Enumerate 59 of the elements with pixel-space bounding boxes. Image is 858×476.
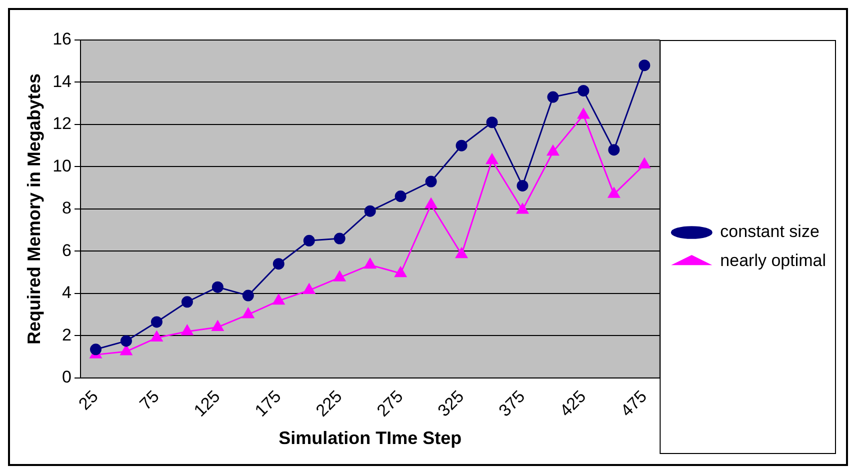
y-tick-label: 10 bbox=[52, 156, 72, 176]
point bbox=[516, 180, 528, 192]
point bbox=[638, 60, 650, 72]
x-tick-label: 325 bbox=[434, 386, 468, 420]
x-tick-label: 425 bbox=[556, 386, 590, 420]
x-axis-title: Simulation TIme Step bbox=[278, 428, 462, 448]
y-tick-label: 12 bbox=[52, 114, 72, 134]
point bbox=[364, 205, 376, 217]
point bbox=[394, 266, 407, 278]
x-tick-label: 375 bbox=[495, 386, 529, 420]
point bbox=[364, 258, 376, 269]
point bbox=[516, 203, 528, 214]
point bbox=[303, 284, 316, 294]
point bbox=[90, 344, 102, 356]
point bbox=[120, 335, 132, 347]
y-tick-label: 2 bbox=[62, 325, 72, 344]
point bbox=[272, 258, 284, 270]
point bbox=[334, 270, 346, 282]
point bbox=[150, 316, 162, 328]
point bbox=[578, 108, 590, 119]
point bbox=[242, 290, 254, 302]
y-axis-title: Required Memory in Megabytes bbox=[24, 73, 44, 344]
y-tick-label: 8 bbox=[62, 198, 72, 218]
x-tick-label: 225 bbox=[312, 386, 346, 420]
point bbox=[181, 296, 193, 308]
point bbox=[425, 176, 437, 188]
point bbox=[578, 84, 590, 96]
legend-label: constant size bbox=[720, 222, 820, 242]
x-tick-label: 275 bbox=[373, 386, 407, 420]
x-tick-label: 175 bbox=[251, 386, 285, 420]
point bbox=[272, 294, 285, 305]
y-tick-label: 0 bbox=[62, 368, 72, 387]
point bbox=[242, 308, 254, 318]
legend-label: nearly optimal bbox=[720, 251, 826, 270]
x-tick-label: 25 bbox=[75, 386, 102, 414]
point bbox=[456, 140, 468, 152]
x-tick-label: 475 bbox=[617, 386, 651, 420]
point bbox=[303, 234, 315, 246]
y-tick-label: 14 bbox=[52, 72, 72, 91]
point bbox=[486, 154, 498, 164]
point bbox=[181, 324, 194, 336]
point bbox=[394, 190, 406, 202]
point bbox=[456, 248, 468, 258]
point bbox=[486, 116, 498, 128]
y-tick-label: 4 bbox=[62, 283, 72, 302]
point bbox=[212, 281, 224, 293]
point bbox=[547, 91, 559, 103]
point bbox=[334, 232, 346, 244]
x-tick-label: 75 bbox=[136, 386, 163, 414]
point bbox=[608, 187, 620, 198]
point bbox=[212, 320, 224, 331]
point bbox=[547, 145, 559, 156]
x-tick-label: 125 bbox=[190, 386, 224, 420]
point bbox=[638, 158, 650, 168]
point bbox=[150, 331, 163, 342]
y-tick-label: 16 bbox=[52, 30, 72, 49]
point bbox=[425, 198, 437, 208]
y-tick-label: 6 bbox=[62, 240, 72, 260]
point bbox=[608, 144, 620, 156]
